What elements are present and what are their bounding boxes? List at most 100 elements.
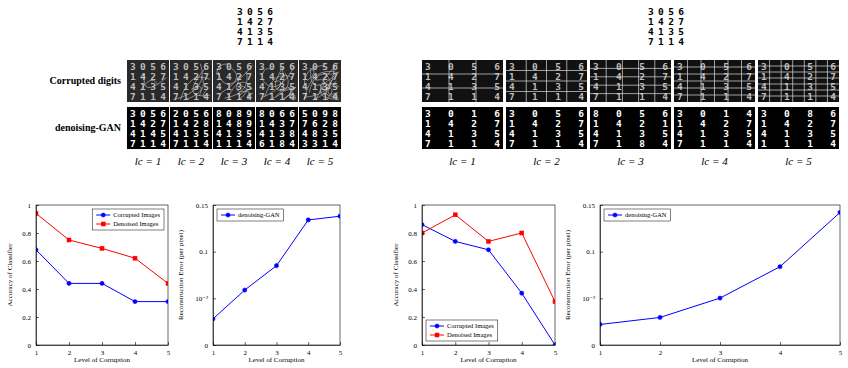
legend-box — [604, 209, 671, 221]
marker — [101, 213, 105, 217]
digit-panel: 3056142741357114305614274135711430161427… — [422, 5, 839, 167]
tick: 5 — [167, 342, 171, 357]
tick-label: 1 — [421, 349, 425, 357]
tick: 5 — [339, 342, 343, 357]
axis: 00.20.40.60.81 — [408, 202, 425, 350]
chart: 1234500.20.40.60.81Level of CorruptionAc… — [392, 202, 558, 364]
digit-row: 3056 — [509, 108, 584, 119]
tick: 0.4 — [408, 286, 425, 294]
tick: 2 — [244, 342, 248, 357]
legend-entry: Denoised Images — [430, 331, 492, 338]
image-background — [422, 107, 503, 149]
legend: denoising-GAN — [217, 209, 284, 221]
level-label: lc = 5 — [307, 155, 334, 167]
tick: 2 — [659, 342, 663, 357]
tick-label: 0.2 — [22, 314, 31, 322]
marker — [613, 213, 617, 217]
noise — [674, 88, 755, 89]
marker — [718, 296, 722, 300]
tick-label: 1 — [28, 202, 32, 210]
clean-image — [234, 5, 276, 47]
marker — [453, 213, 457, 217]
axis: 00.20.40.60.81 — [22, 202, 39, 350]
digit-panel: 3056142741357114305614274135711430561427… — [127, 5, 341, 167]
tick: 2 — [454, 342, 458, 357]
level-label: lc = 3 — [221, 155, 248, 167]
noise — [193, 68, 210, 96]
tick: 0.6 — [22, 258, 39, 266]
level-label: lc = 4 — [701, 155, 728, 167]
tick: 0.8 — [408, 230, 425, 238]
noise — [449, 60, 450, 102]
tick: 1 — [28, 202, 40, 210]
tick: 0.2 — [408, 314, 425, 322]
marker — [274, 264, 278, 268]
corrupted-image: 3056142741357114 — [674, 60, 755, 102]
digit-row: 4135 — [593, 128, 668, 139]
corrupted-image: 3056142741357114 — [213, 60, 255, 102]
tick-label: 1 — [35, 349, 39, 357]
legend-entry: Corrupted Images — [96, 211, 160, 218]
noise — [203, 89, 208, 98]
tick-mark — [213, 298, 216, 299]
noise — [304, 66, 325, 86]
noise — [674, 81, 755, 82]
plot-frame — [422, 205, 555, 345]
digit-row: 1427 — [761, 118, 836, 129]
tick-label: 0 — [592, 342, 596, 350]
digit-row: 7114 — [130, 91, 166, 102]
marker — [67, 281, 71, 285]
tick: 4 — [307, 342, 311, 357]
legend: Corrupted Images Denoised Images — [426, 320, 498, 341]
digit-row: 4135 — [425, 128, 500, 139]
tick: 1 — [414, 202, 426, 210]
tick-label: 4 — [134, 349, 138, 357]
tick-label: 2 — [454, 349, 458, 357]
noise — [758, 90, 839, 91]
noise — [606, 60, 607, 102]
tick-label: 0.4 — [408, 286, 417, 294]
denoised-image: 5098762848353314 — [299, 107, 341, 149]
legend-entry: Corrupted Images — [430, 322, 494, 329]
image-background — [506, 107, 587, 149]
image-background — [674, 107, 755, 149]
digit-row: 7114 — [130, 138, 166, 149]
axis-line — [36, 206, 37, 346]
tick-label: 1 — [414, 202, 418, 210]
plot-area — [600, 210, 840, 326]
digit-row: 4135 — [509, 128, 584, 139]
tick: 0 — [28, 342, 40, 350]
tick-mark — [213, 345, 216, 346]
x-axis-title: Level of Corruption — [74, 356, 130, 364]
level-label: lc = 5 — [785, 155, 812, 167]
noise — [274, 81, 281, 89]
marker — [100, 281, 104, 285]
corrupted-image: 3056142741357114 — [256, 60, 298, 102]
noise — [422, 74, 503, 75]
y-axis-title: Accuracy of Classifier — [6, 243, 14, 307]
tick: 3 — [101, 342, 105, 357]
axis-line — [601, 345, 841, 346]
noise — [622, 60, 623, 102]
corrupted-image: 3056142741357114 — [299, 60, 341, 102]
digit-row: 7114 — [509, 138, 584, 149]
image-background — [213, 60, 255, 102]
marker — [133, 300, 137, 304]
tick-mark — [780, 342, 781, 345]
tick-mark — [555, 342, 556, 345]
level-label: lc = 1 — [449, 155, 475, 167]
corrupted-image: 3056142741357114 — [590, 60, 671, 102]
noise — [674, 95, 755, 96]
tick-label: 1 — [599, 349, 603, 357]
marker — [166, 300, 168, 304]
digit-row: 4135 — [593, 81, 668, 92]
tick-mark — [600, 252, 603, 253]
tick-label: 0.1 — [199, 248, 208, 256]
image-background — [590, 60, 671, 102]
tick-label: 0.4 — [22, 286, 31, 294]
tick-label: 0.15 — [583, 202, 596, 210]
corrupted-image: 3056142741357114 — [758, 60, 839, 102]
digit-row: 3056 — [593, 61, 668, 72]
marker — [520, 291, 524, 295]
noise — [758, 96, 839, 97]
